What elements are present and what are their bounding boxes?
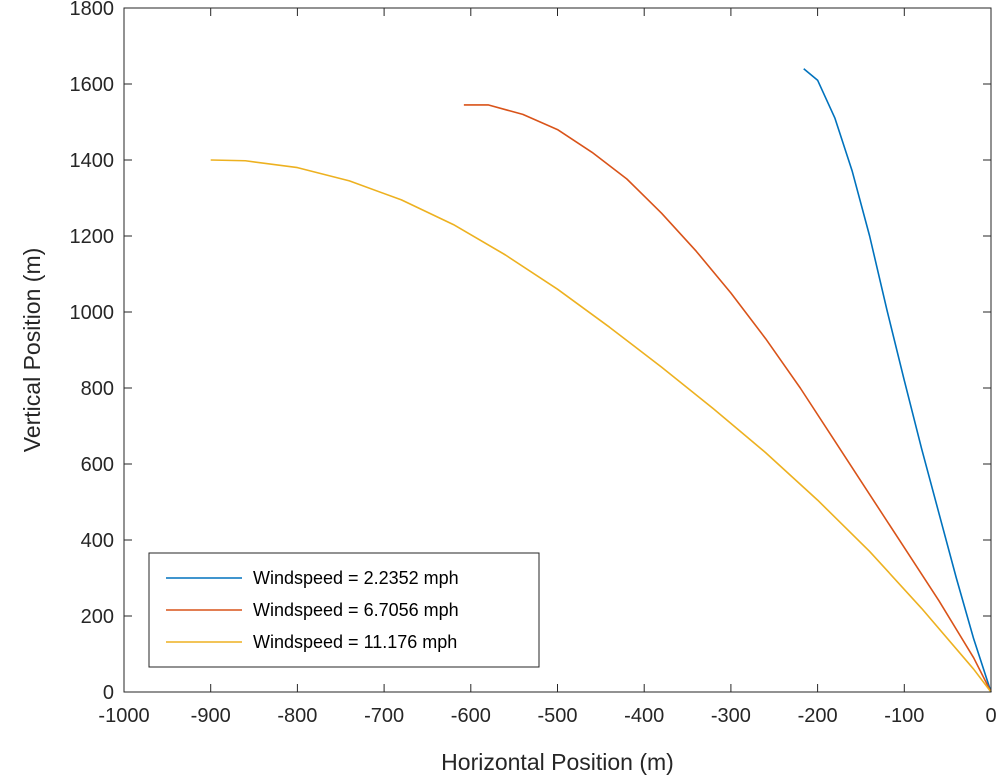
y-tick-label: 600	[81, 454, 114, 476]
y-tick-label: 1600	[70, 74, 115, 96]
y-tick-label: 800	[81, 378, 114, 400]
x-tick-label: -800	[277, 705, 317, 727]
x-tick-label: -700	[364, 705, 404, 727]
series-line-1	[803, 68, 992, 693]
series-layer	[210, 68, 992, 693]
legend: Windspeed = 2.2352 mph Windspeed = 6.7056…	[148, 552, 540, 668]
y-tick-label: 1800	[70, 0, 115, 20]
series-line-3	[210, 159, 992, 693]
x-tick-label: -900	[191, 705, 231, 727]
y-tick-label: 1400	[70, 150, 115, 172]
series-line-2	[463, 104, 992, 693]
x-tick-label: -400	[624, 705, 664, 727]
y-ticks: 0 200 400 600 800 1000 1200 1400 1600 1800	[70, 0, 991, 704]
x-tick-label: -500	[537, 705, 577, 727]
y-tick-label: 1000	[70, 302, 115, 324]
y-tick-label: 200	[81, 606, 114, 628]
legend-entry-2: Windspeed = 6.7056 mph	[253, 600, 459, 620]
x-tick-label: -200	[798, 705, 838, 727]
x-tick-label: -100	[884, 705, 924, 727]
x-axis-label: Horizontal Position (m)	[441, 749, 674, 775]
y-tick-label: 400	[81, 530, 114, 552]
legend-entry-1: Windspeed = 2.2352 mph	[253, 568, 459, 588]
x-tick-label: -600	[451, 705, 491, 727]
y-tick-label: 1200	[70, 226, 115, 248]
legend-entry-3: Windspeed = 11.176 mph	[253, 632, 457, 652]
x-tick-label: 0	[985, 705, 996, 727]
y-tick-label: 0	[103, 682, 114, 704]
x-tick-label: -300	[711, 705, 751, 727]
y-axis-label: Vertical Position (m)	[19, 248, 45, 453]
x-ticks: -1000 -900 -800 -700 -600 -500 -400 -300 -200 -10…	[98, 8, 997, 727]
x-tick-label: -1000	[98, 705, 149, 727]
